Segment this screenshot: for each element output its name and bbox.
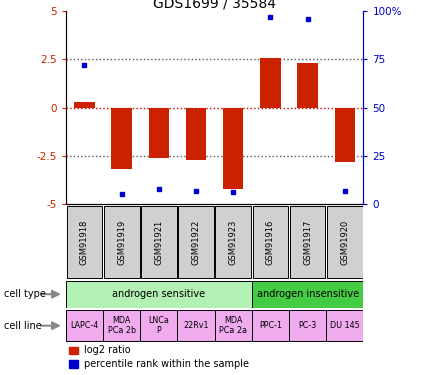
FancyBboxPatch shape — [252, 280, 363, 308]
Bar — [223, 108, 244, 189]
Bar — [69, 346, 78, 354]
FancyBboxPatch shape — [178, 206, 214, 278]
Text: GSM91919: GSM91919 — [117, 219, 126, 265]
Text: MDA
PCa 2b: MDA PCa 2b — [108, 316, 136, 335]
Title: GDS1699 / 35584: GDS1699 / 35584 — [153, 0, 276, 10]
FancyBboxPatch shape — [215, 310, 252, 341]
Bar — [74, 102, 95, 108]
FancyBboxPatch shape — [140, 310, 178, 341]
FancyBboxPatch shape — [289, 310, 326, 341]
FancyBboxPatch shape — [326, 310, 363, 341]
FancyBboxPatch shape — [178, 310, 215, 341]
Bar — [69, 360, 78, 368]
FancyBboxPatch shape — [215, 206, 251, 278]
FancyBboxPatch shape — [290, 206, 326, 278]
Text: androgen sensitive: androgen sensitive — [112, 289, 205, 299]
Text: cell type: cell type — [4, 289, 46, 299]
Bar — [334, 108, 355, 162]
FancyBboxPatch shape — [141, 206, 177, 278]
Text: androgen insensitive: androgen insensitive — [257, 289, 359, 299]
Text: 22Rv1: 22Rv1 — [183, 321, 209, 330]
Text: GSM91923: GSM91923 — [229, 219, 238, 265]
FancyBboxPatch shape — [67, 206, 102, 278]
FancyBboxPatch shape — [66, 310, 103, 341]
Text: GSM91916: GSM91916 — [266, 219, 275, 265]
Bar — [111, 108, 132, 169]
Text: MDA
PCa 2a: MDA PCa 2a — [219, 316, 247, 335]
Text: log2 ratio: log2 ratio — [84, 345, 130, 355]
FancyBboxPatch shape — [327, 206, 363, 278]
Text: GSM91917: GSM91917 — [303, 219, 312, 265]
FancyBboxPatch shape — [103, 310, 140, 341]
Bar — [149, 108, 169, 158]
FancyBboxPatch shape — [66, 280, 252, 308]
Text: PC-3: PC-3 — [298, 321, 317, 330]
Text: GSM91918: GSM91918 — [80, 219, 89, 265]
FancyBboxPatch shape — [104, 206, 139, 278]
Text: LAPC-4: LAPC-4 — [71, 321, 99, 330]
Text: LNCa
P: LNCa P — [148, 316, 169, 335]
Text: GSM91920: GSM91920 — [340, 219, 349, 265]
Text: cell line: cell line — [4, 321, 42, 331]
Text: GSM91921: GSM91921 — [154, 219, 163, 265]
Bar — [260, 57, 281, 108]
Text: PPC-1: PPC-1 — [259, 321, 282, 330]
Bar — [186, 108, 206, 160]
FancyBboxPatch shape — [252, 310, 289, 341]
Text: percentile rank within the sample: percentile rank within the sample — [84, 359, 249, 369]
Bar — [298, 63, 318, 108]
Text: GSM91922: GSM91922 — [192, 219, 201, 265]
FancyBboxPatch shape — [252, 206, 288, 278]
Text: DU 145: DU 145 — [330, 321, 360, 330]
